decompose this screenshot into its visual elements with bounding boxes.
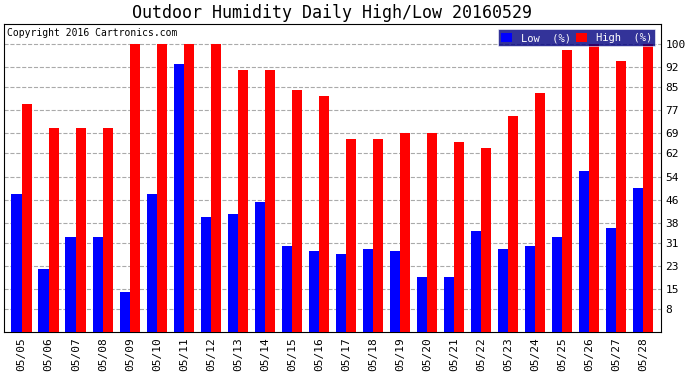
Bar: [454, 142, 464, 332]
Bar: [390, 252, 400, 332]
Bar: [525, 246, 535, 332]
Legend: Low  (%), High  (%): Low (%), High (%): [497, 29, 656, 46]
Bar: [471, 231, 481, 332]
Bar: [400, 133, 411, 332]
Bar: [92, 237, 103, 332]
Bar: [66, 237, 76, 332]
Bar: [228, 214, 238, 332]
Bar: [481, 148, 491, 332]
Bar: [373, 139, 383, 332]
Bar: [346, 139, 356, 332]
Bar: [49, 128, 59, 332]
Bar: [606, 228, 616, 332]
Bar: [589, 44, 600, 332]
Bar: [444, 278, 454, 332]
Bar: [633, 188, 643, 332]
Bar: [238, 70, 248, 332]
Bar: [616, 61, 627, 332]
Bar: [282, 246, 292, 332]
Bar: [535, 93, 545, 332]
Bar: [308, 252, 319, 332]
Bar: [39, 269, 49, 332]
Bar: [363, 249, 373, 332]
Text: Copyright 2016 Cartronics.com: Copyright 2016 Cartronics.com: [8, 28, 178, 38]
Bar: [508, 116, 518, 332]
Bar: [76, 128, 86, 332]
Bar: [427, 133, 437, 332]
Bar: [579, 171, 589, 332]
Bar: [146, 194, 157, 332]
Bar: [265, 70, 275, 332]
Bar: [562, 50, 573, 332]
Bar: [643, 44, 653, 332]
Bar: [211, 44, 221, 332]
Bar: [255, 202, 265, 332]
Bar: [336, 254, 346, 332]
Bar: [157, 44, 167, 332]
Bar: [119, 292, 130, 332]
Title: Outdoor Humidity Daily High/Low 20160529: Outdoor Humidity Daily High/Low 20160529: [132, 4, 533, 22]
Bar: [103, 128, 113, 332]
Bar: [201, 217, 211, 332]
Bar: [130, 44, 140, 332]
Bar: [174, 64, 184, 332]
Bar: [184, 44, 194, 332]
Bar: [292, 90, 302, 332]
Bar: [12, 194, 21, 332]
Bar: [21, 105, 32, 332]
Bar: [319, 96, 329, 332]
Bar: [417, 278, 427, 332]
Bar: [497, 249, 508, 332]
Bar: [552, 237, 562, 332]
